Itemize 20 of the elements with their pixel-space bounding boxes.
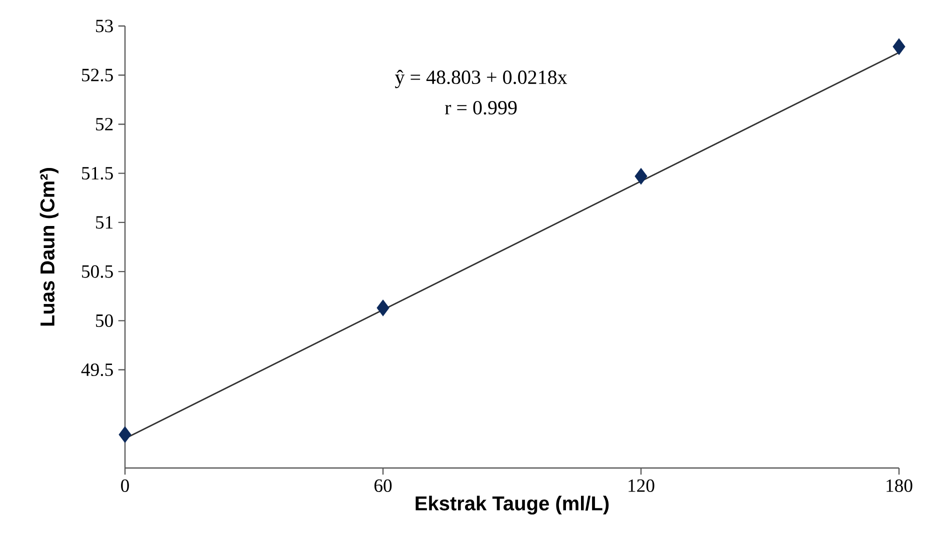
y-axis-title: Luas Daun (Cm²) xyxy=(40,168,58,326)
x-tick-label: 0 xyxy=(121,479,129,492)
y-tick-label: 51.5 xyxy=(82,167,113,180)
x-tick-label: 120 xyxy=(628,479,654,492)
y-tick-label: 49.5 xyxy=(81,363,113,376)
y-tick-label: 52 xyxy=(96,118,113,130)
point xyxy=(634,168,648,185)
y-tick-label: 50.5 xyxy=(82,265,113,278)
annotation: ŷ = 48.803 + 0.0218x xyxy=(395,70,568,88)
y-tick-label: 53 xyxy=(96,20,113,32)
point xyxy=(118,426,132,443)
x-tick-label: 180 xyxy=(886,479,912,492)
x-axis-title: Ekstrak Tauge (ml/L) xyxy=(416,496,609,515)
annotation: r = 0.999 xyxy=(444,100,517,115)
y-tick-label: 52.5 xyxy=(82,68,113,82)
y-tick-label: 51 xyxy=(96,216,113,229)
point xyxy=(892,38,906,55)
x-tick-label: 60 xyxy=(374,479,392,492)
y-tick-label: 50 xyxy=(96,314,113,327)
point xyxy=(376,300,390,316)
